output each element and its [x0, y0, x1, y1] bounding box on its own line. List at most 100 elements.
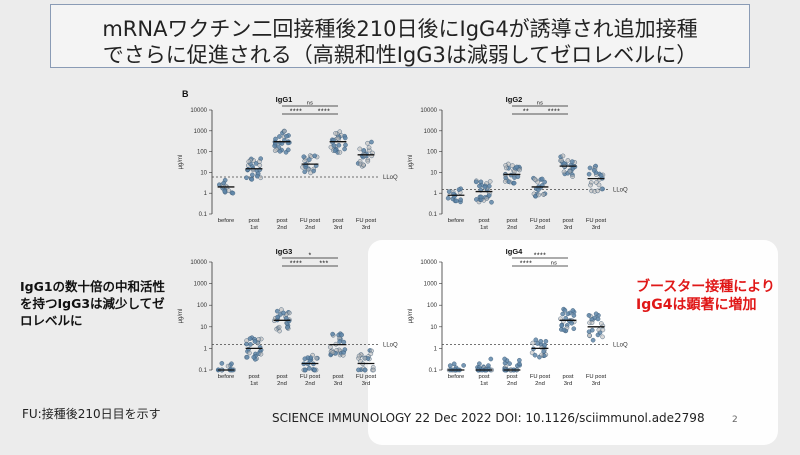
data-point [356, 367, 361, 373]
fu-footnote: FU:接種後210日目を示す [22, 407, 161, 421]
y-tick-label: 100 [197, 303, 208, 309]
y-tick-label: 0.1 [199, 212, 208, 218]
y-tick-label: 10000 [190, 108, 207, 114]
data-point [219, 361, 225, 366]
data-point [307, 366, 312, 371]
data-point [532, 176, 538, 182]
data-point [307, 157, 312, 162]
data-point [486, 193, 492, 198]
data-point [560, 153, 566, 159]
data-point [301, 154, 307, 160]
data-point [246, 159, 252, 164]
data-point [596, 182, 602, 188]
data-point [247, 336, 253, 341]
data-point [486, 363, 491, 368]
data-point [337, 339, 342, 344]
data-point [561, 327, 567, 333]
category-label: 2nd [305, 381, 315, 387]
data-point [600, 334, 605, 340]
category-label: 3rd [334, 381, 342, 387]
y-axis-label: μg/ml [408, 309, 414, 324]
chart-igg1: IgG1 μg/ml 0.1 1 10 100 1000 10000 LLoQ before pos… [178, 95, 398, 231]
data-point [503, 165, 509, 171]
data-point [330, 350, 336, 355]
data-point [514, 164, 520, 170]
y-tick-label: 10 [200, 325, 207, 331]
category-label: 1st [250, 381, 258, 387]
y-tick-label: 100 [197, 150, 208, 156]
y-tick-label: 10000 [190, 260, 207, 266]
data-point [357, 146, 363, 152]
data-point [445, 195, 451, 201]
chart-title: IgG3 [276, 247, 293, 256]
data-point [302, 367, 308, 373]
y-tick-label: 0.1 [429, 368, 438, 374]
data-point [274, 308, 280, 314]
data-point [254, 173, 260, 179]
data-point [251, 354, 257, 360]
category-label: post [479, 218, 490, 224]
data-point [482, 184, 488, 190]
data-point [488, 356, 494, 362]
data-point [517, 167, 522, 173]
data-point [258, 351, 264, 357]
data-point [336, 142, 342, 148]
data-point [595, 316, 601, 322]
data-point [535, 341, 540, 346]
data-point [569, 320, 574, 326]
data-point [314, 355, 319, 361]
data-point [368, 351, 374, 357]
igg3-note: IgG1の数十倍の中和活性を持つIgG3は減少してゼロレベルに [20, 279, 166, 328]
data-point [371, 367, 376, 373]
category-label: post [277, 218, 288, 224]
data-point [285, 325, 290, 330]
data-point [248, 342, 253, 347]
data-point [595, 188, 601, 194]
data-point [256, 337, 262, 342]
data-point [230, 190, 236, 196]
category-label: post [333, 374, 344, 380]
data-point [285, 147, 291, 153]
category-label: 2nd [535, 225, 545, 231]
data-point [369, 139, 374, 145]
category-label: before [218, 218, 234, 224]
slide-title-box: mRNAワクチン二回接種後210日後にIgG4が誘導され追加接種 でさらに促進さ… [50, 4, 750, 68]
data-point [366, 145, 372, 150]
data-point [279, 307, 284, 312]
data-point [339, 332, 345, 338]
category-label: 3rd [564, 225, 572, 231]
data-point [589, 327, 595, 333]
y-tick-label: 10 [430, 170, 437, 176]
data-point [565, 311, 571, 317]
highlight-panel [368, 240, 778, 445]
y-tick-label: 1000 [194, 282, 208, 288]
data-point [331, 143, 337, 149]
data-point [486, 183, 492, 189]
data-point [541, 192, 546, 197]
category-label: post [333, 218, 344, 224]
significance-label: ns [307, 101, 314, 107]
data-point [570, 174, 575, 179]
data-point [571, 326, 577, 332]
data-point [362, 367, 368, 373]
data-point [487, 179, 493, 184]
data-point [343, 142, 348, 148]
slide-title-line-2: でさらに促進される（高親和性IgG3は減弱してゼロレベルに） [102, 43, 698, 67]
category-label: 2nd [507, 225, 517, 231]
lloq-label: LLoQ [383, 343, 398, 349]
data-point [312, 153, 318, 159]
data-point [302, 169, 308, 175]
data-point [586, 171, 592, 177]
y-tick-label: 1 [434, 346, 438, 352]
significance-label: ** [523, 109, 529, 116]
category-label: post [563, 374, 574, 380]
significance-label: **** [534, 253, 547, 260]
category-label: post [277, 374, 288, 380]
category-label: 2nd [277, 381, 287, 387]
significance-label: *** [319, 261, 328, 268]
category-label: 3rd [592, 225, 600, 231]
data-point [570, 308, 576, 313]
data-point [257, 159, 262, 164]
category-label: post [249, 218, 260, 224]
y-tick-label: 10 [430, 325, 437, 331]
